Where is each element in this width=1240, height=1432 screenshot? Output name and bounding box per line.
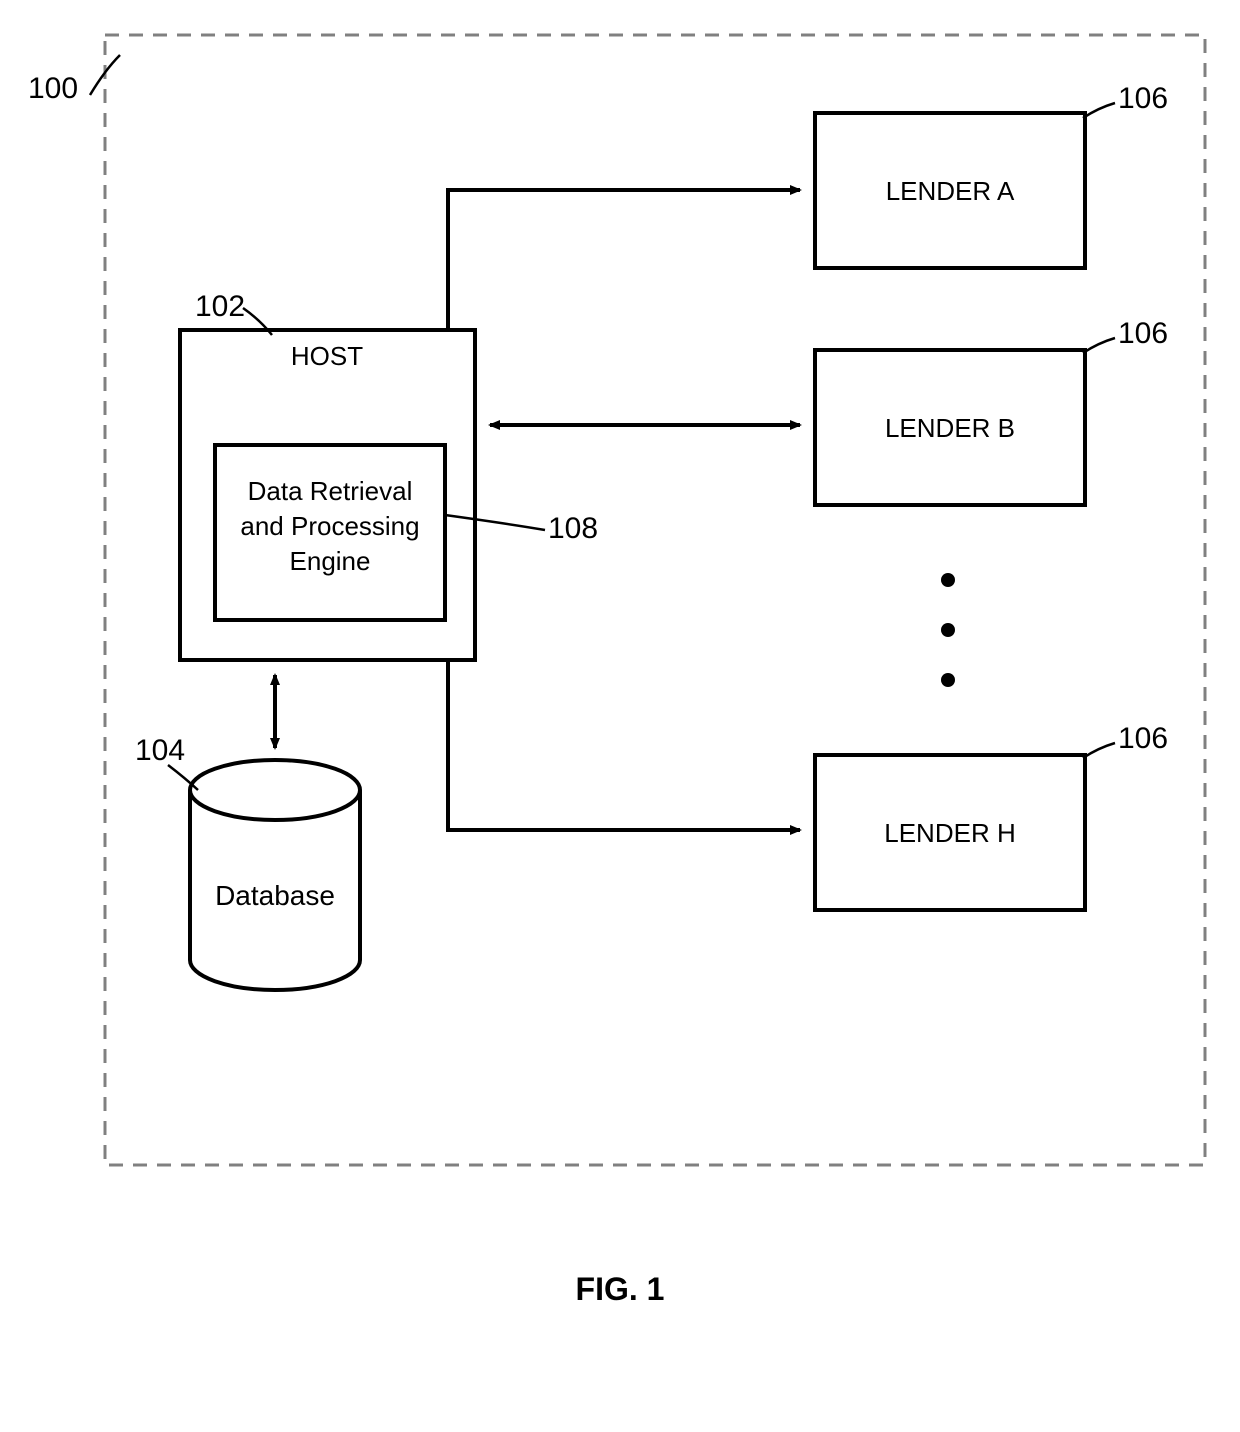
ellipsis-dot (941, 573, 955, 587)
ellipsis-dot (941, 673, 955, 687)
ref-host: 102 (195, 290, 245, 323)
leader-lender-a (1083, 103, 1115, 118)
leader-database (168, 765, 198, 790)
ref-database: 104 (135, 734, 185, 767)
host-label: HOST (291, 341, 363, 371)
engine-label-line2: and Processing (240, 511, 419, 541)
leader-lender-h (1083, 743, 1115, 758)
ref-lender-a: 106 (1118, 82, 1168, 115)
leader-lender-b (1083, 338, 1115, 353)
engine-label-line3: Engine (290, 546, 371, 576)
ellipsis-dot (941, 623, 955, 637)
edge-host-lender-a (448, 190, 800, 330)
lender-a-label: LENDER A (886, 176, 1015, 206)
ref-engine: 108 (548, 512, 598, 545)
system-diagram: HOST Data Retrieval and Processing Engin… (0, 0, 1240, 1432)
database-label: Database (215, 880, 335, 911)
ref-lender-b: 106 (1118, 317, 1168, 350)
lender-b-label: LENDER B (885, 413, 1015, 443)
database-node (190, 760, 360, 990)
edge-host-lender-h (448, 660, 800, 830)
engine-label-line1: Data Retrieval (248, 476, 413, 506)
lender-h-label: LENDER H (884, 818, 1015, 848)
ref-lender-h: 106 (1118, 722, 1168, 755)
ref-system: 100 (28, 72, 78, 105)
figure-label: FIG. 1 (576, 1271, 665, 1307)
